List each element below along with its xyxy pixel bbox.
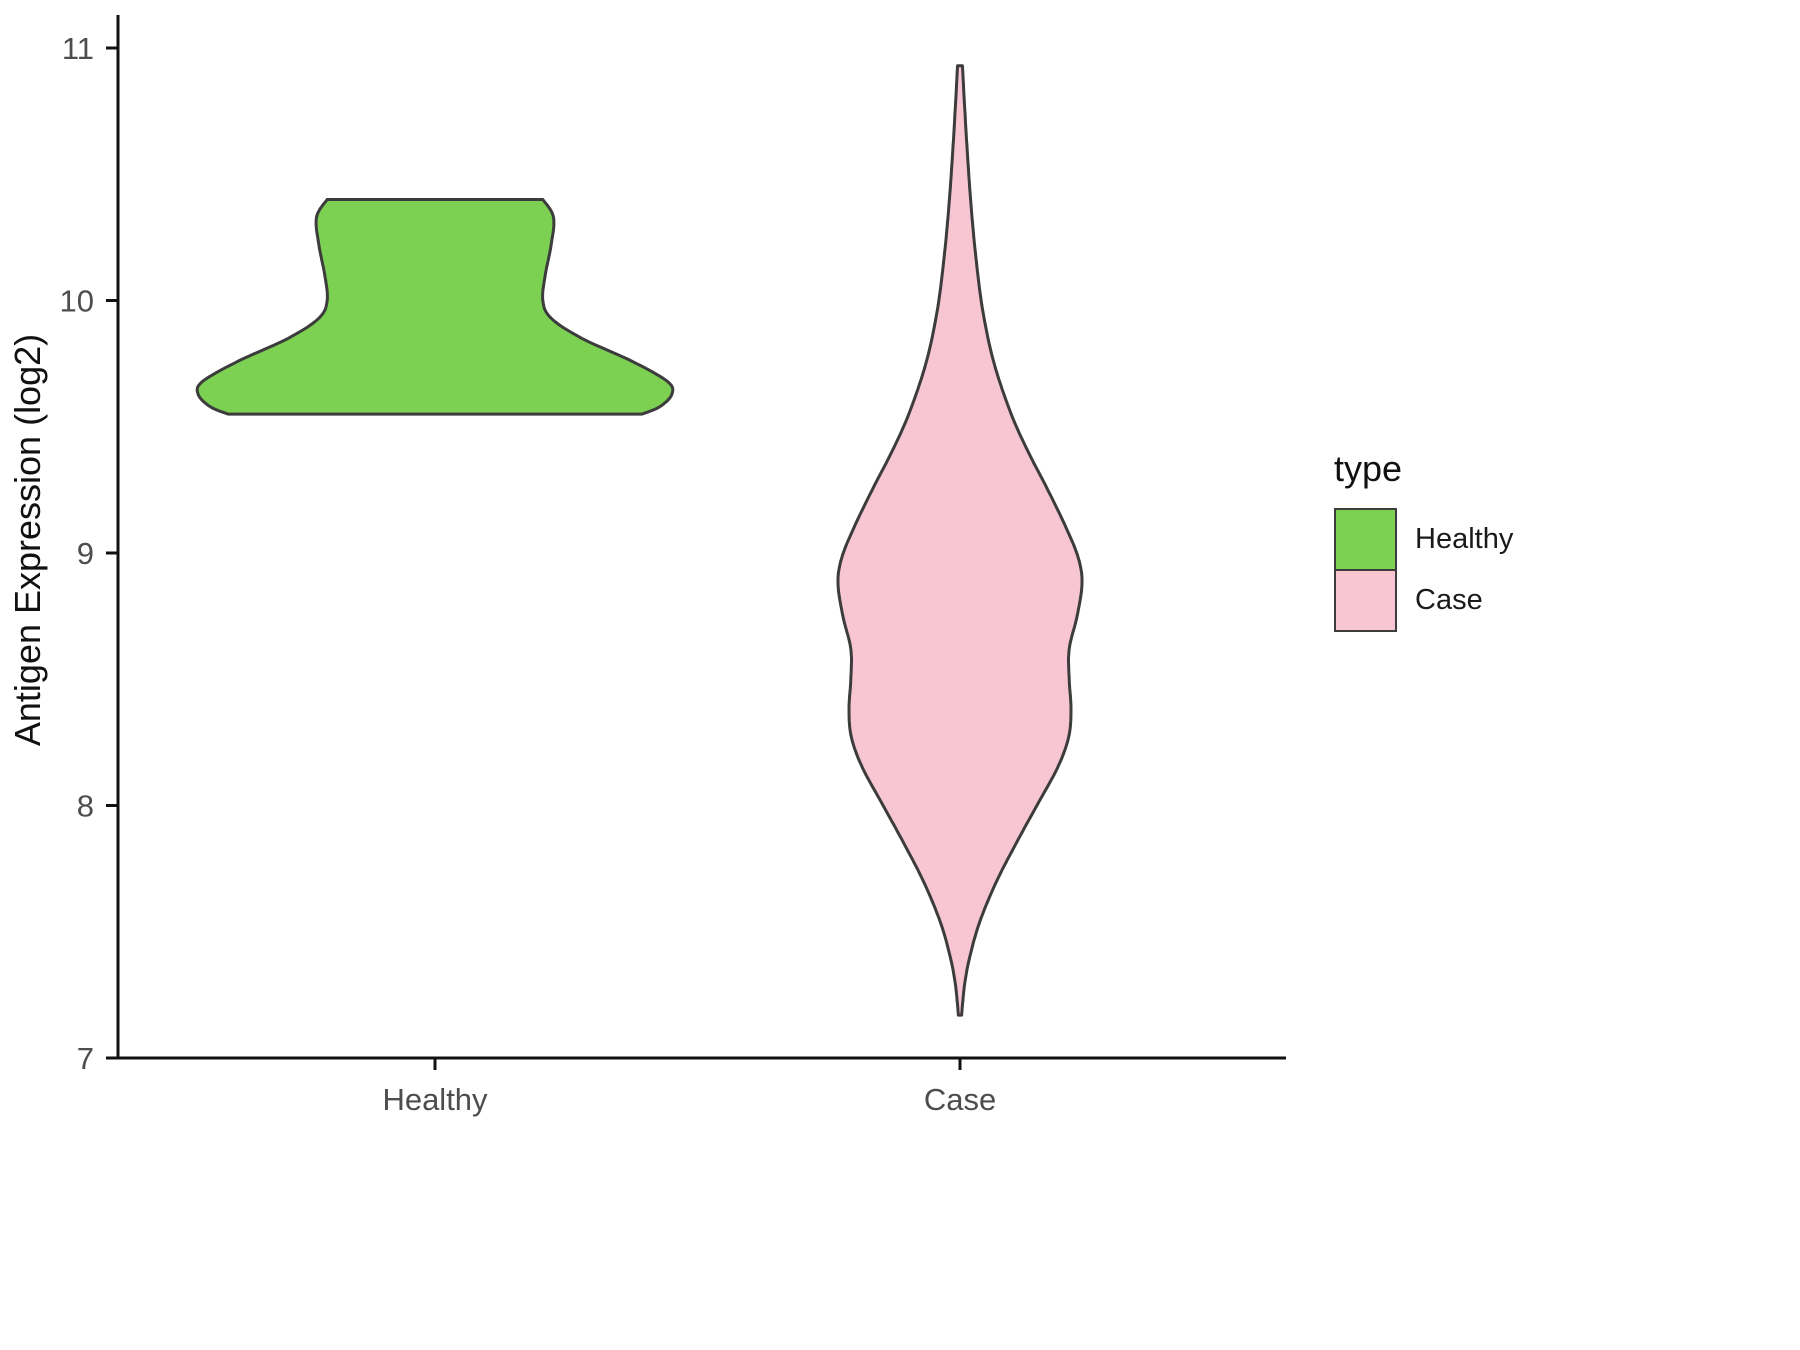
legend-label: Healthy — [1415, 523, 1514, 555]
x-tick-label: Healthy — [382, 1082, 488, 1117]
violins-layer — [195, 64, 1084, 1017]
y-tick-label: 11 — [62, 31, 94, 66]
legend-entry-healthy: Healthy — [1334, 508, 1513, 571]
legend-title: type — [1334, 448, 1403, 489]
y-axis-title: Antigen Expression (log2) — [7, 334, 48, 746]
legend-label: Case — [1415, 584, 1483, 616]
legend-entries: Healthy Case — [1334, 508, 1513, 632]
violin-case — [836, 64, 1084, 1017]
ticks-layer: 7 8 9 10 11 Healthy Case — [60, 31, 997, 1117]
x-tick-label: Case — [924, 1082, 996, 1117]
legend-swatch-healthy — [1334, 508, 1397, 571]
legend-entry-case: Case — [1334, 569, 1513, 632]
y-tick-label: 8 — [77, 789, 94, 824]
y-tick-label: 7 — [77, 1041, 94, 1076]
violin-healthy — [195, 198, 675, 416]
legend: type Healthy Case — [1334, 448, 1513, 632]
legend-swatch-case — [1334, 569, 1397, 632]
y-tick-label: 10 — [60, 284, 94, 319]
y-tick-label: 9 — [77, 536, 94, 571]
